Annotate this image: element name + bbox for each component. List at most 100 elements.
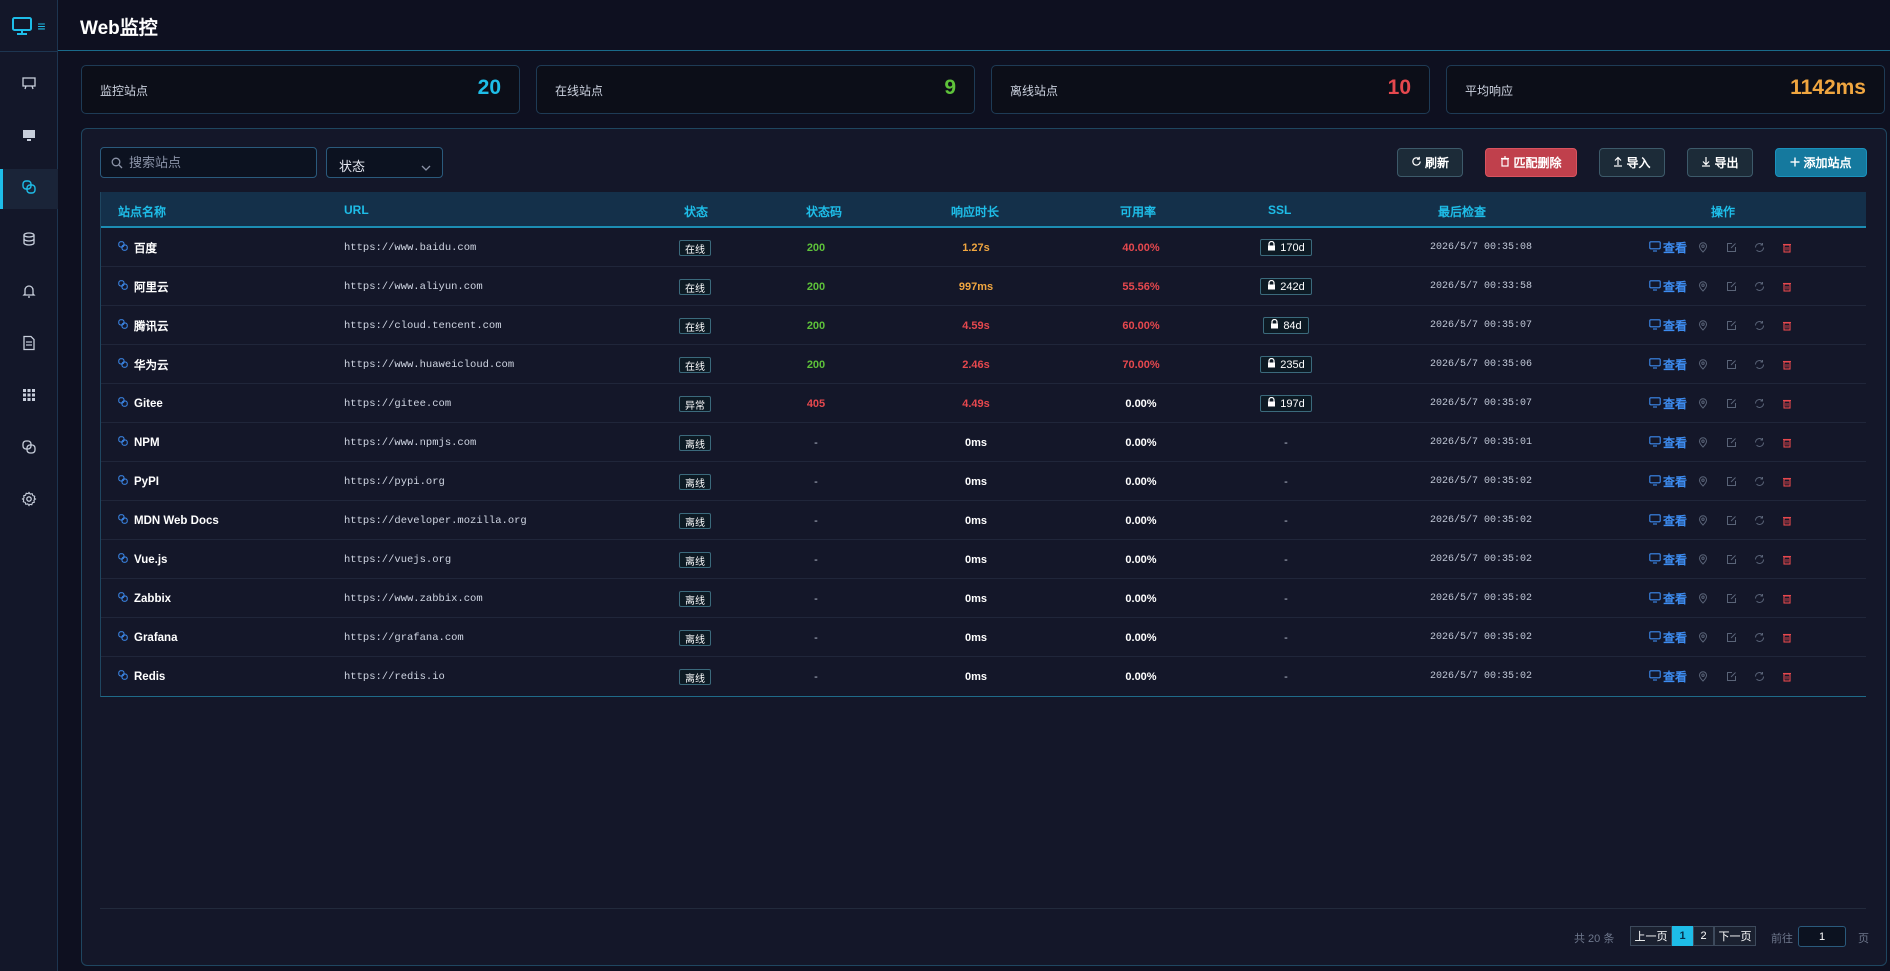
sync-icon[interactable]	[1754, 398, 1782, 409]
location-icon[interactable]	[1698, 554, 1726, 565]
sync-icon[interactable]	[1754, 593, 1782, 604]
location-icon[interactable]	[1698, 398, 1726, 409]
delete-icon[interactable]	[1782, 320, 1810, 331]
edit-icon[interactable]	[1726, 320, 1754, 331]
sync-icon[interactable]	[1754, 554, 1782, 565]
view-button[interactable]: 查看	[1649, 473, 1687, 490]
delete-icon[interactable]	[1782, 242, 1810, 253]
view-button[interactable]: 查看	[1649, 590, 1687, 607]
edit-icon[interactable]	[1726, 476, 1754, 487]
sidebar-item-bell[interactable]	[0, 273, 58, 313]
sync-icon[interactable]	[1754, 281, 1782, 292]
edit-icon[interactable]	[1726, 437, 1754, 448]
header-uptime: 可用率	[1120, 205, 1157, 219]
response-time: 0ms	[964, 475, 988, 488]
delete-icon[interactable]	[1782, 398, 1810, 409]
status-select[interactable]: 状态	[326, 147, 443, 178]
view-button[interactable]: 查看	[1649, 395, 1687, 412]
sidebar-item-gear[interactable]	[0, 481, 58, 521]
sidebar-item-desktop[interactable]	[0, 117, 58, 157]
edit-icon[interactable]	[1726, 554, 1754, 565]
status-code: -	[814, 475, 818, 488]
sync-icon[interactable]	[1754, 242, 1782, 253]
table-row: 阿里云 https://www.aliyun.com 在线 200 997ms …	[101, 267, 1866, 306]
lock-icon	[1270, 318, 1279, 332]
view-button[interactable]: 查看	[1649, 239, 1687, 256]
delete-icon[interactable]	[1782, 281, 1810, 292]
view-button[interactable]: 查看	[1649, 668, 1687, 685]
menu-icon[interactable]: ≡	[37, 17, 46, 34]
page-button-1[interactable]: 1	[1672, 926, 1693, 946]
location-icon[interactable]	[1698, 437, 1726, 448]
goto-page-input[interactable]	[1798, 926, 1846, 947]
location-icon[interactable]	[1698, 242, 1726, 253]
sync-icon[interactable]	[1754, 671, 1782, 682]
edit-icon[interactable]	[1726, 593, 1754, 604]
view-button[interactable]: 查看	[1649, 551, 1687, 568]
location-icon[interactable]	[1698, 593, 1726, 604]
edit-icon[interactable]	[1726, 281, 1754, 292]
delete-icon[interactable]	[1782, 632, 1810, 643]
sidebar-item-presentation[interactable]	[0, 65, 58, 105]
edit-icon[interactable]	[1726, 359, 1754, 370]
edit-icon[interactable]	[1726, 515, 1754, 526]
edit-icon[interactable]	[1726, 671, 1754, 682]
view-label: 查看	[1663, 514, 1688, 528]
uptime: 0.00%	[1125, 553, 1157, 566]
delete-icon[interactable]	[1782, 437, 1810, 448]
ssl-badge: 197d	[1260, 395, 1312, 412]
location-icon[interactable]	[1698, 476, 1726, 487]
row-actions: 查看	[1649, 228, 1810, 267]
sidebar-item-web-monitor[interactable]	[0, 169, 58, 209]
sync-icon[interactable]	[1754, 320, 1782, 331]
last-check-time: 2026/5/7 00:35:06	[1429, 359, 1533, 370]
location-icon[interactable]	[1698, 671, 1726, 682]
refresh-button[interactable]: 刷新	[1397, 148, 1463, 177]
monitor-icon	[1649, 396, 1661, 411]
sidebar-item-database[interactable]	[0, 221, 58, 261]
view-button[interactable]: 查看	[1649, 317, 1687, 334]
add-site-button[interactable]: 添加站点	[1775, 148, 1867, 177]
view-button[interactable]: 查看	[1649, 629, 1687, 646]
match-delete-button[interactable]: 匹配删除	[1485, 148, 1577, 177]
next-page-button[interactable]: 下一页	[1714, 926, 1756, 946]
location-icon[interactable]	[1698, 281, 1726, 292]
table-row: NPM https://www.npmjs.com 离线 - 0ms 0.00%…	[101, 423, 1866, 462]
delete-icon[interactable]	[1782, 593, 1810, 604]
location-icon[interactable]	[1698, 320, 1726, 331]
sidebar-item-document[interactable]	[0, 325, 58, 365]
status-code: -	[814, 514, 818, 527]
delete-icon[interactable]	[1782, 476, 1810, 487]
location-icon[interactable]	[1698, 515, 1726, 526]
import-button[interactable]: 导入	[1599, 148, 1665, 177]
search-box	[100, 147, 317, 178]
sync-icon[interactable]	[1754, 476, 1782, 487]
edit-icon[interactable]	[1726, 398, 1754, 409]
location-icon[interactable]	[1698, 632, 1726, 643]
sync-icon[interactable]	[1754, 359, 1782, 370]
view-button[interactable]: 查看	[1649, 434, 1687, 451]
site-name-cell: 腾讯云	[118, 306, 169, 345]
response-time: 997ms	[958, 280, 994, 293]
search-input[interactable]	[129, 148, 309, 177]
view-button[interactable]: 查看	[1649, 356, 1687, 373]
sidebar-item-link[interactable]	[0, 429, 58, 469]
edit-icon[interactable]	[1726, 632, 1754, 643]
view-button[interactable]: 查看	[1649, 512, 1687, 529]
page-button-2[interactable]: 2	[1693, 926, 1714, 946]
export-button[interactable]: 导出	[1687, 148, 1753, 177]
status-code: 200	[806, 280, 826, 293]
delete-icon[interactable]	[1782, 359, 1810, 370]
delete-icon[interactable]	[1782, 554, 1810, 565]
delete-icon[interactable]	[1782, 515, 1810, 526]
sync-icon[interactable]	[1754, 437, 1782, 448]
delete-icon[interactable]	[1782, 671, 1810, 682]
sync-icon[interactable]	[1754, 632, 1782, 643]
sync-icon[interactable]	[1754, 515, 1782, 526]
location-icon[interactable]	[1698, 359, 1726, 370]
prev-page-button[interactable]: 上一页	[1630, 926, 1672, 946]
sidebar-item-grid[interactable]	[0, 377, 58, 417]
edit-icon[interactable]	[1726, 242, 1754, 253]
row-actions: 查看	[1649, 306, 1810, 345]
view-button[interactable]: 查看	[1649, 278, 1687, 295]
